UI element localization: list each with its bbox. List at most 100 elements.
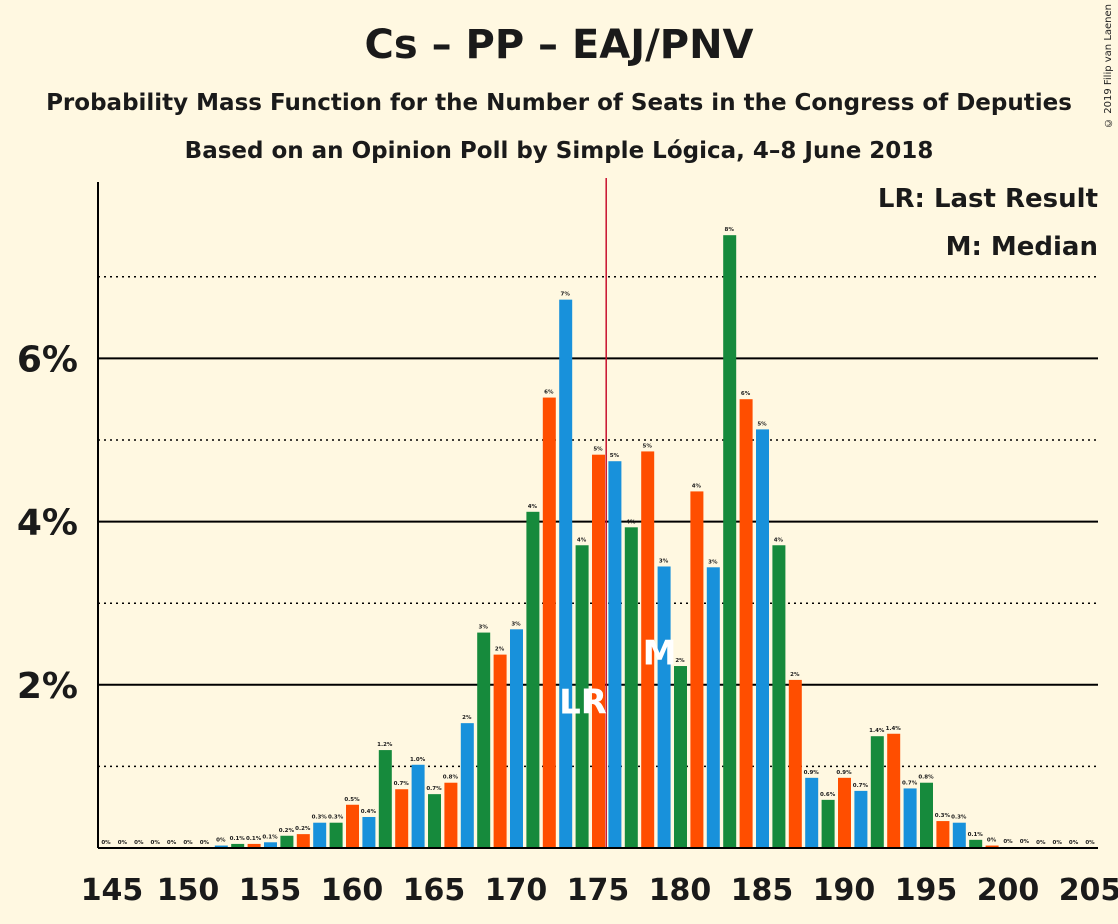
bar-value-label: 0.8% — [918, 775, 934, 781]
bar-value-label: 7% — [561, 292, 571, 298]
bar-value-label: 4% — [528, 504, 538, 510]
bar-seats-197 — [952, 822, 966, 848]
bar-seats-171 — [526, 511, 540, 848]
bar-seats-170 — [510, 629, 523, 848]
bar-value-label: 0.1% — [246, 836, 262, 842]
bar-seats-154 — [247, 843, 261, 848]
legend-last-result: LR: Last Result — [877, 184, 1098, 214]
bar-value-label: 6% — [544, 390, 554, 396]
bar-seats-193 — [887, 733, 901, 848]
bar-value-label: 0.7% — [902, 780, 918, 786]
bar-seats-188 — [805, 777, 819, 848]
median-marker: M — [643, 633, 677, 673]
x-tick-label: 190 — [813, 873, 876, 908]
bar-value-label: 0.3% — [951, 815, 967, 821]
bar-seats-196 — [936, 821, 950, 848]
x-tick-label: 200 — [977, 873, 1040, 908]
bar-seats-191 — [854, 790, 868, 848]
bar-value-label: 0.7% — [394, 781, 410, 787]
bar-seats-177 — [624, 527, 638, 848]
bar-value-label: 2% — [790, 672, 800, 678]
legend-median: M: Median — [945, 232, 1098, 262]
bar-seats-195 — [920, 782, 933, 848]
bar-seats-163 — [395, 789, 409, 848]
bar-value-label: 4% — [626, 519, 636, 525]
bar-seats-159 — [329, 822, 343, 848]
bar-value-label: 1.0% — [410, 757, 426, 763]
bar-value-label: 5% — [610, 453, 620, 459]
bar-value-label: 0.7% — [426, 786, 442, 792]
bar-seats-162 — [378, 750, 392, 848]
bar-value-label: 0% — [183, 840, 193, 846]
bar-seats-185 — [756, 429, 769, 848]
bar-seats-198 — [969, 839, 983, 848]
chart-title: Cs – PP – EAJ/PNV — [364, 22, 754, 68]
x-tick-label: 150 — [157, 873, 220, 908]
bar-value-label: 0% — [1036, 840, 1046, 846]
bar-value-label: 0.1% — [262, 834, 278, 840]
bar-seats-199 — [985, 845, 999, 848]
bar-seats-187 — [788, 679, 802, 848]
bar-value-label: 0% — [1069, 840, 1079, 846]
x-tick-label: 205 — [1059, 873, 1118, 908]
bar-value-label: 4% — [577, 537, 587, 543]
bar-value-label: 2% — [675, 658, 685, 664]
bar-value-label: 0% — [987, 838, 997, 844]
x-tick-label: 180 — [649, 873, 712, 908]
bar-value-label: 2% — [495, 647, 505, 653]
x-tick-label: 170 — [485, 873, 548, 908]
bar-value-label: 2% — [462, 715, 472, 721]
x-tick-label: 145 — [81, 873, 144, 908]
bar-seats-186 — [772, 545, 786, 848]
bar-seats-181 — [690, 491, 704, 848]
bar-seats-160 — [346, 804, 359, 848]
bar-seats-165 — [428, 794, 441, 848]
bar-value-label: 1.2% — [377, 742, 393, 748]
last-result-marker: LR — [559, 682, 607, 722]
bar-seats-172 — [542, 397, 556, 848]
bar-value-label: 1.4% — [886, 726, 902, 732]
chart-subtitle: Probability Mass Function for the Number… — [46, 90, 1072, 116]
bar-value-label: 0% — [134, 840, 144, 846]
bar-value-label: 5% — [757, 421, 767, 427]
bar-value-label: 4% — [692, 483, 702, 489]
bar-seats-182 — [706, 567, 720, 848]
bar-seats-179 — [657, 566, 671, 848]
bar-seats-176 — [608, 461, 622, 848]
bar-value-label: 0% — [167, 840, 177, 846]
bar-value-label: 1.4% — [869, 728, 885, 734]
bar-seats-167 — [460, 723, 474, 848]
bar-value-label: 0.3% — [935, 813, 951, 819]
bar-seats-173 — [559, 299, 573, 848]
bar-seats-190 — [838, 777, 851, 848]
bar-seats-158 — [313, 822, 327, 848]
bar-value-label: 0.9% — [804, 770, 820, 776]
bar-value-label: 0.4% — [361, 809, 377, 815]
x-tick-label: 165 — [403, 873, 466, 908]
bar-value-label: 3% — [479, 625, 489, 631]
bar-value-label: 0% — [118, 840, 128, 846]
bar-seats-192 — [870, 736, 884, 848]
bar-value-label: 0.7% — [853, 783, 869, 789]
chart-subtitle-source: Based on an Opinion Poll by Simple Lógic… — [184, 138, 934, 164]
x-tick-label: 160 — [321, 873, 384, 908]
x-tick-label: 185 — [731, 873, 794, 908]
bar-value-label: 8% — [725, 227, 735, 233]
bar-seats-153 — [231, 843, 245, 848]
x-tick-label: 175 — [567, 873, 630, 908]
bar-value-label: 4% — [774, 537, 784, 543]
bar-seats-157 — [296, 834, 310, 848]
bar-value-label: 0% — [1003, 839, 1013, 845]
bar-value-label: 0% — [200, 840, 210, 846]
bar-seats-194 — [903, 788, 917, 848]
bar-seats-174 — [575, 545, 589, 848]
bar-value-label: 0.3% — [312, 815, 328, 821]
bar-value-label: 0.2% — [279, 828, 295, 834]
bar-value-label: 6% — [741, 391, 751, 397]
bar-seats-180 — [674, 666, 687, 848]
bar-value-label: 0.1% — [968, 832, 984, 838]
bar-value-label: 5% — [593, 447, 603, 453]
y-tick-label: 6% — [17, 339, 78, 380]
bar-value-label: 0.3% — [328, 815, 344, 821]
bar-seats-175 — [592, 454, 605, 848]
